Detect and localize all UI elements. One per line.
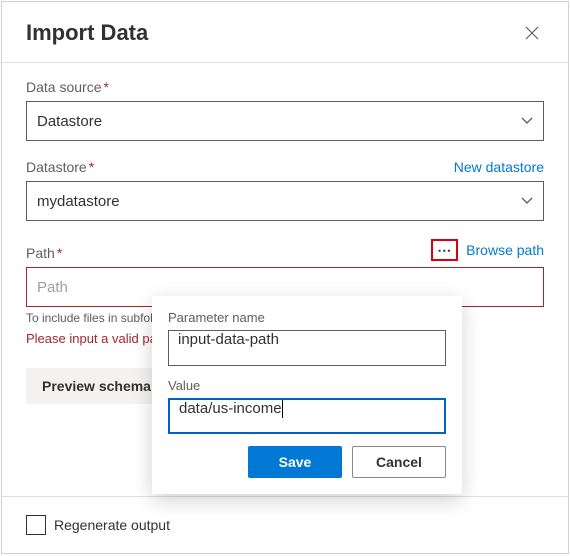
regenerate-label: Regenerate output [54, 517, 170, 533]
chevron-down-icon [521, 194, 533, 208]
parameter-popover: Parameter name input-data-path Value dat… [152, 296, 462, 494]
text-caret [282, 400, 283, 418]
path-placeholder: Path [37, 279, 68, 296]
close-icon[interactable] [520, 21, 544, 45]
datastore-select[interactable]: mydatastore [26, 181, 544, 221]
data-source-select[interactable]: Datastore [26, 101, 544, 141]
param-value-label: Value [168, 378, 446, 393]
import-data-dialog: Import Data Data source* Datastore Da [1, 1, 569, 554]
cancel-button[interactable]: Cancel [352, 446, 446, 478]
dialog-title: Import Data [26, 20, 148, 46]
regenerate-checkbox[interactable] [26, 515, 46, 535]
param-value-field: Value data/us-income [168, 378, 446, 434]
preview-schema-button[interactable]: Preview schema [26, 368, 167, 404]
path-label: Path* [26, 245, 62, 261]
param-value-input[interactable]: data/us-income [168, 398, 446, 434]
datastore-value: mydatastore [37, 193, 120, 210]
param-name-label: Parameter name [168, 310, 446, 325]
dialog-header: Import Data [2, 2, 568, 62]
data-source-value: Datastore [37, 113, 102, 130]
more-options-icon[interactable]: ⋯ [431, 239, 458, 261]
browse-path-link[interactable]: Browse path [466, 242, 544, 258]
path-actions: ⋯ Browse path [431, 239, 544, 261]
data-source-field: Data source* Datastore [26, 79, 544, 141]
chevron-down-icon [521, 114, 533, 128]
param-name-input[interactable]: input-data-path [168, 330, 446, 366]
param-name-field: Parameter name input-data-path [168, 310, 446, 366]
save-button[interactable]: Save [248, 446, 342, 478]
datastore-label: Datastore* [26, 159, 94, 175]
datastore-field: Datastore* New datastore mydatastore [26, 159, 544, 221]
dialog-footer: Regenerate output [2, 496, 568, 553]
popover-buttons: Save Cancel [168, 446, 446, 478]
data-source-label: Data source* [26, 79, 109, 95]
new-datastore-link[interactable]: New datastore [454, 159, 544, 175]
